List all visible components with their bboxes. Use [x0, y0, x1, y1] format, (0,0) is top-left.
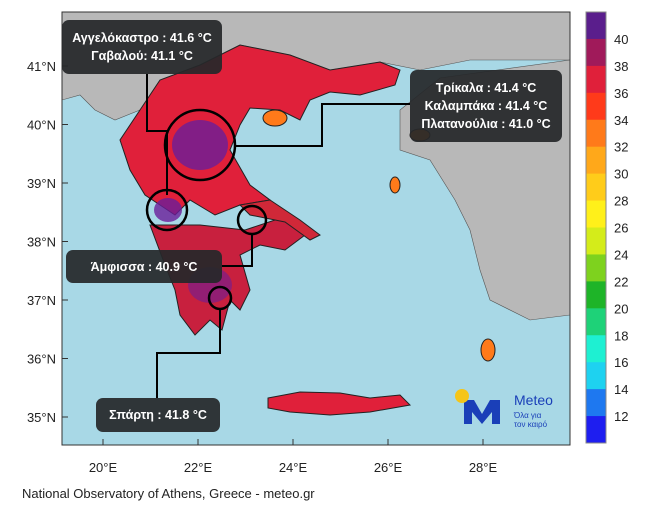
lat-axis: 41°N 40°N 39°N 38°N 37°N 36°N 35°N: [27, 59, 68, 425]
callout-trikala: Τρίκαλα : 41.4 °C Καλαμπάκα : 41.4 °C Πλ…: [410, 70, 562, 142]
callout-line: Αγγελόκαστρο : 41.6 °C: [72, 31, 212, 45]
callout-aggelokastro: Αγγελόκαστρο : 41.6 °C Γαβαλού: 41.1 °C: [62, 20, 222, 74]
leader-line-3: [222, 234, 253, 267]
logo-name: Meteo: [514, 392, 553, 408]
callout-line: Τρίκαλα : 41.4 °C: [435, 81, 537, 95]
colorbar-segment: [586, 12, 606, 40]
colorbar-segment: [586, 281, 606, 309]
lon-label: 28°E: [469, 460, 498, 475]
chalkidiki: [262, 109, 288, 127]
tagline-2: τον καιρό: [514, 420, 548, 429]
lat-label: 41°N: [27, 59, 56, 74]
colorbar-segment: [586, 308, 606, 336]
colorbar-segment: [586, 65, 606, 94]
colorbar-segment: [586, 38, 606, 67]
credit-text: National Observatory of Athens, Greece -…: [22, 486, 315, 501]
hot-core-thessaly: [172, 120, 228, 170]
lat-label: 40°N: [27, 118, 56, 133]
colorbar-tick-label: 12: [614, 409, 628, 424]
leader-line-1: [146, 74, 168, 195]
colorbar-tick-label: 40: [614, 32, 628, 47]
lat-label: 36°N: [27, 352, 56, 367]
colorbar-tick-label: 18: [614, 328, 628, 343]
lon-label: 26°E: [374, 460, 403, 475]
colorbar-segment: [586, 227, 606, 255]
meteo-logo: Meteo Όλα για τον καιρό: [452, 386, 562, 436]
callout-amfissa: Άμφισσα : 40.9 °C: [66, 250, 222, 283]
colorbar-tick-label: 34: [614, 113, 628, 128]
colorbar-tick-label: 38: [614, 59, 628, 74]
colorbar-tick-label: 26: [614, 221, 628, 236]
colorbar-tick-label: 28: [614, 194, 628, 209]
callout-line: Καλαμπάκα : 41.4 °C: [424, 99, 548, 113]
meteo-m-icon: [455, 389, 500, 424]
colorbar-segment: [586, 146, 606, 175]
colorbar-segment: [586, 254, 606, 282]
colorbar-tick-label: 22: [614, 274, 628, 289]
colorbar-segment: [586, 92, 606, 121]
lat-label: 37°N: [27, 293, 56, 308]
hot-core-west: [154, 198, 182, 222]
colorbar-segment: [586, 335, 606, 363]
callout-line: Άμφισσα : 40.9 °C: [90, 259, 198, 274]
lon-label: 20°E: [89, 460, 118, 475]
lon-label: 22°E: [184, 460, 213, 475]
colorbar-tick-label: 24: [614, 247, 628, 262]
callout-sparti: Σπάρτη : 41.8 °C: [96, 398, 220, 432]
crete: [267, 391, 412, 416]
colorbar-tick-label: 32: [614, 140, 628, 155]
tagline-1: Όλα για: [514, 411, 542, 420]
colorbar-tick-label: 30: [614, 167, 628, 182]
lon-axis: 20°E 22°E 24°E 26°E 28°E: [89, 439, 498, 475]
lon-label: 24°E: [279, 460, 308, 475]
callout-line: Γαβαλού: 41.1 °C: [91, 49, 193, 63]
lat-label: 35°N: [27, 410, 56, 425]
lat-label: 38°N: [27, 235, 56, 250]
colorbar-frame: [585, 11, 607, 444]
callout-line: Πλατανούλια : 41.0 °C: [421, 117, 551, 131]
colorbar-tick-label: 14: [614, 382, 628, 397]
rhodes: [480, 338, 496, 362]
colorbar-segment: [586, 119, 606, 148]
colorbar-segment: [586, 200, 606, 228]
colorbar-segment: [586, 362, 606, 390]
chios: [389, 176, 401, 194]
leader-line-4: [156, 309, 221, 398]
leader-line-2: [235, 103, 410, 147]
logo-tagline: Όλα για τον καιρό: [514, 411, 547, 429]
colorbar: 40 38 36 34 32 30 28 26 24 22 20 18 16 14 12: [585, 11, 628, 444]
colorbar-tick-label: 36: [614, 86, 628, 101]
colorbar-segment: [586, 173, 606, 202]
colorbar-segment: [586, 416, 606, 444]
colorbar-segment: [586, 389, 606, 417]
colorbar-tick-label: 16: [614, 355, 628, 370]
colorbar-tick-label: 20: [614, 301, 628, 316]
callout-line: Σπάρτη : 41.8 °C: [109, 408, 207, 422]
lat-label: 39°N: [27, 176, 56, 191]
